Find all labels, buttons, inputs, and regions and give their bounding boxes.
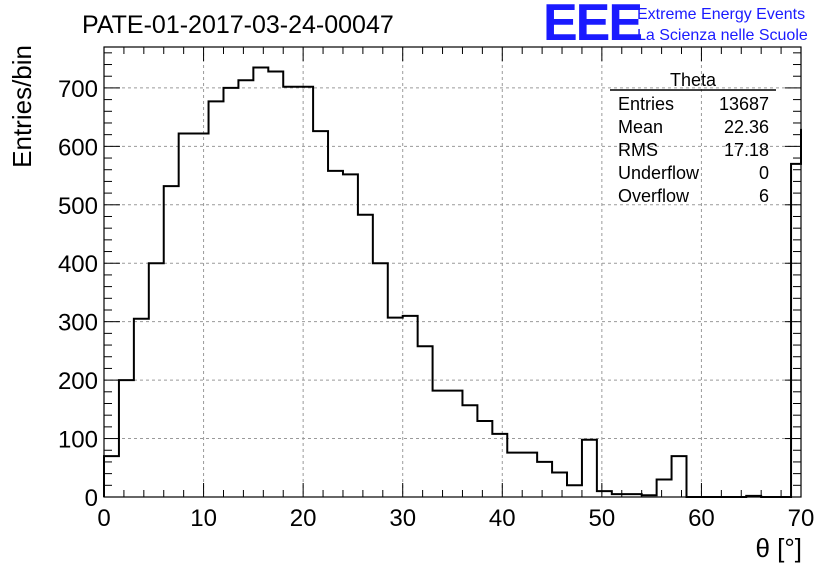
x-tick-label: 40 xyxy=(489,505,516,532)
y-tick-labels: 0 100 200 300 400 500 600 700 xyxy=(58,76,98,512)
x-tick-label: 50 xyxy=(589,505,616,532)
stats-value-rms: 17.18 xyxy=(724,140,769,160)
x-tick-label: 10 xyxy=(190,505,217,532)
stats-label-entries: Entries xyxy=(618,94,674,114)
x-tick-label: 30 xyxy=(389,505,416,532)
stats-label-rms: RMS xyxy=(618,140,658,160)
eee-logo-text: EEE xyxy=(543,0,641,52)
eee-logo-line2: La Scienza nelle Scuole xyxy=(637,27,808,44)
y-tick-label: 600 xyxy=(58,134,98,161)
stats-label-overflow: Overflow xyxy=(618,186,690,206)
eee-logo-line1: Extreme Energy Events xyxy=(637,6,805,23)
x-tick-labels: 0 10 20 30 40 50 60 70 xyxy=(97,505,814,532)
x-tick-label: 20 xyxy=(290,505,317,532)
chart-title: PATE-01-2017-03-24-00047 xyxy=(82,11,394,39)
axis-ticks xyxy=(103,47,802,498)
grid-lines xyxy=(104,47,801,497)
stats-value-overflow: 6 xyxy=(759,186,769,206)
stats-label-mean: Mean xyxy=(618,117,663,137)
y-tick-label: 400 xyxy=(58,251,98,278)
y-tick-label: 0 xyxy=(85,485,98,512)
y-tick-label: 500 xyxy=(58,193,98,220)
stats-box-title: Theta xyxy=(670,70,717,90)
stats-value-underflow: 0 xyxy=(759,163,769,183)
y-axis-label: Entries/bin xyxy=(7,45,37,168)
x-tick-label: 60 xyxy=(688,505,715,532)
y-tick-label: 300 xyxy=(58,310,98,337)
x-axis-label: θ [°] xyxy=(755,533,802,563)
x-tick-label: 0 xyxy=(97,505,110,532)
stats-value-entries: 13687 xyxy=(719,94,769,114)
stats-value-mean: 22.36 xyxy=(724,117,769,137)
x-tick-label: 70 xyxy=(788,505,815,532)
y-tick-label: 100 xyxy=(58,427,98,454)
stats-label-underflow: Underflow xyxy=(618,163,700,183)
eee-logo: EEE Extreme Energy Events La Scienza nel… xyxy=(543,0,808,52)
plot-frame xyxy=(103,46,802,498)
stats-box: Theta Entries 13687 Mean 22.36 RMS 17.18… xyxy=(610,70,776,206)
y-tick-label: 700 xyxy=(58,76,98,103)
histogram-line xyxy=(103,66,802,498)
y-tick-label: 200 xyxy=(58,368,98,395)
